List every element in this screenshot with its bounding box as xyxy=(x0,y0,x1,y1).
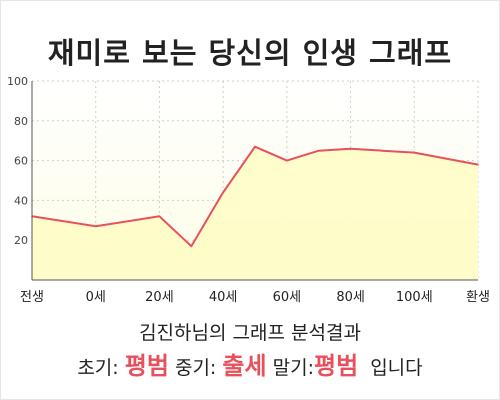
data-point xyxy=(413,151,416,154)
y-tick-label: 100 xyxy=(7,75,28,88)
mid-label: 중기: xyxy=(174,357,217,379)
x-tick-label: 0세 xyxy=(86,290,106,305)
data-point xyxy=(286,159,288,162)
data-point xyxy=(317,149,320,152)
y-tick-label: 80 xyxy=(14,115,28,128)
data-point xyxy=(381,149,384,152)
data-point xyxy=(477,163,479,166)
y-tick-label: 60 xyxy=(14,155,28,168)
x-tick-label: 100세 xyxy=(396,290,433,305)
chart-title: 재미로 보는 당신의 인생 그래프 xyxy=(47,36,453,70)
x-tick-label: 20세 xyxy=(145,290,174,305)
x-tick-labels: 전생 0세 20세 40세 60세 80세 100세 환생 xyxy=(20,290,490,305)
result-ending: 입니다 xyxy=(370,357,423,379)
late-label: 말기: xyxy=(272,357,314,379)
early-value: 평범 xyxy=(124,352,169,380)
data-point xyxy=(94,225,97,228)
x-tick-label: 전생 xyxy=(20,290,44,305)
y-tick-label: 20 xyxy=(14,234,28,247)
y-tick-label: 40 xyxy=(14,194,28,207)
early-label: 초기: xyxy=(77,357,119,379)
result-heading: 김진하님의 그래프 분석결과 xyxy=(139,322,361,344)
late-value: 평범 xyxy=(313,352,359,380)
data-point xyxy=(158,215,161,218)
x-tick-label: 60세 xyxy=(273,290,302,305)
x-tick-label: 80세 xyxy=(336,290,365,305)
data-point xyxy=(190,245,193,247)
data-point xyxy=(222,191,224,194)
mid-value: 출세 xyxy=(222,352,267,380)
area-fill xyxy=(32,146,478,280)
x-tick-label: 환생 xyxy=(466,290,490,305)
data-point xyxy=(349,147,352,150)
data-point xyxy=(445,157,447,160)
x-tick-label: 40세 xyxy=(209,290,238,305)
data-points xyxy=(31,145,479,247)
data-point xyxy=(254,145,256,148)
result-summary: 초기: 평범 중기: 출세 말기:평범 입니다 xyxy=(0,346,500,381)
y-tick-labels: 20 40 60 80 100 xyxy=(7,75,28,247)
